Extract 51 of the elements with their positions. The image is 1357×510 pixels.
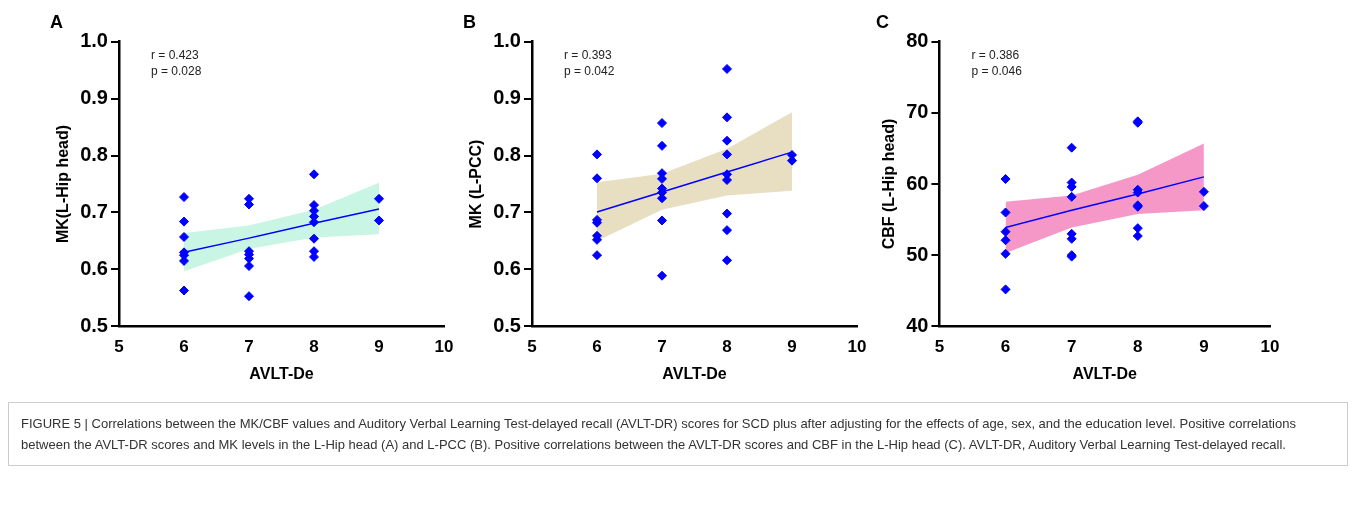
x-axis-title: AVLT-De xyxy=(662,364,727,382)
y-tick-label: 0.6 xyxy=(79,256,108,279)
x-tick-label: 5 xyxy=(935,337,945,357)
y-tick-label: 0.8 xyxy=(493,143,521,166)
x-tick-label: 5 xyxy=(113,337,124,357)
x-tick-label: 7 xyxy=(1067,337,1077,357)
x-tick-label: 6 xyxy=(1001,337,1011,357)
y-tick-label: 0.9 xyxy=(79,86,108,109)
x-tick-label: 10 xyxy=(434,337,454,357)
x-tick-label: 5 xyxy=(527,337,537,357)
y-tick-label: 70 xyxy=(906,100,929,123)
annotation: p = 0.046 xyxy=(971,63,1023,78)
x-tick-label: 8 xyxy=(722,337,732,357)
x-axis-title: AVLT-De xyxy=(249,364,314,382)
y-tick-label: 60 xyxy=(906,171,929,194)
x-tick-label: 9 xyxy=(787,337,797,357)
y-tick-label: 0.9 xyxy=(493,86,521,109)
y-axis-title: MK (L-PCC) xyxy=(466,139,484,229)
annotation: r = 0.386 xyxy=(971,47,1020,62)
x-axis-title: AVLT-De xyxy=(1072,364,1138,382)
y-tick-label: 0.7 xyxy=(493,200,521,222)
y-tick-label: 80 xyxy=(906,29,929,52)
y-tick-label: 1.0 xyxy=(493,29,521,52)
x-tick-label: 10 xyxy=(1260,337,1280,357)
annotation: p = 0.042 xyxy=(563,63,615,78)
y-tick-label: 0.7 xyxy=(79,200,108,222)
y-tick-label: 0.8 xyxy=(79,143,108,166)
y-tick-label: 40 xyxy=(906,313,929,336)
y-tick-label: 0.5 xyxy=(493,313,521,336)
chart-title: A xyxy=(49,11,63,32)
y-tick-label: 0.5 xyxy=(79,313,108,336)
x-tick-label: 6 xyxy=(592,337,602,357)
y-tick-label: 0.6 xyxy=(493,256,521,279)
x-tick-label: 9 xyxy=(1199,337,1209,357)
annotation: r = 0.423 xyxy=(150,47,199,62)
annotation: p = 0.028 xyxy=(150,63,202,78)
annotation: r = 0.393 xyxy=(563,47,613,62)
x-tick-label: 7 xyxy=(243,337,254,357)
y-tick-label: 50 xyxy=(906,242,929,265)
y-tick-label: 1.0 xyxy=(79,29,108,52)
y-axis-title: MK(L-Hip head) xyxy=(53,124,71,244)
x-tick-label: 8 xyxy=(1133,337,1143,357)
x-tick-label: 9 xyxy=(373,337,384,357)
x-tick-label: 7 xyxy=(657,337,667,357)
x-tick-label: 8 xyxy=(308,337,319,357)
chart-title: B xyxy=(462,11,476,32)
x-tick-label: 10 xyxy=(847,337,867,357)
caption: FIGURE 5 | Correlations between the MK/CBF values and Auditory Verbal Learning Test-delayed recall (AVLT-DR) scores for SCD plus after adjusting for the effects of age, sex, and the education level. Positive correlations between the AVLT-DR scores and MK levels in the L-Hip head (A) and L-PCC (B). Positive correlations between the AVLT-DR scores and CBF in the L-Hip head (C). AVLT-DR, Auditory Verbal Learning Test-delayed recall. xyxy=(8,402,1348,466)
x-tick-label: 6 xyxy=(178,337,189,357)
y-axis-title: CBF (L-Hip head) xyxy=(880,118,898,250)
chart-title: C xyxy=(876,11,890,32)
